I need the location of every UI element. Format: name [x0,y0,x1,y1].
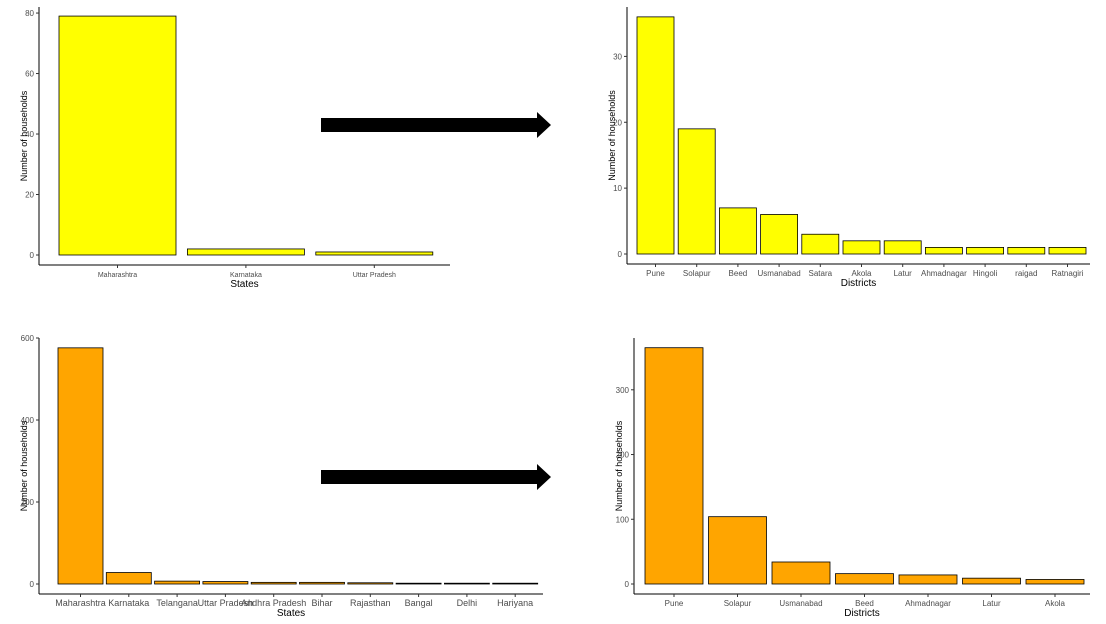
chart2-x-tick-label: Ratnagiri [1051,269,1083,278]
chart3-bar-rajasthan [347,582,394,585]
chart4-x-tick-label: Ahmadnagar [905,599,951,608]
chart2-y-tick-label: 20 [613,118,622,127]
chart1-x-tick-label: Uttar Pradesh [353,272,396,279]
chart4-x-tick-label: Latur [982,599,1001,608]
chart1-y-tick-label: 20 [25,191,34,200]
chart1-bar-maharashtra [58,15,177,256]
chart4-y-tick-label: 100 [616,515,630,524]
chart4-bar-latur [962,577,1021,585]
chart3-bar-andhra-pradesh [250,581,297,585]
chart2-y-tick-label: 30 [613,52,622,61]
chart3-x-tick-label: Telangana [156,598,198,608]
chart2-x-tick-label: Usmanabad [758,269,801,278]
chart2-x-tick-label: Hingoli [973,269,998,278]
chart1-bar-karnataka [186,248,305,256]
chart4-x-tick-label: Beed [855,599,874,608]
chart1-x-tick-label: Maharashtra [98,272,137,279]
chart1-y-tick-label: 80 [25,9,34,18]
chart2-bar-solapur [677,128,716,255]
chart3-bar-delhi [443,582,490,585]
chart3-x-tick-label: Bangal [405,598,433,608]
chart3-x-tick-label: Maharashtra [55,598,106,608]
chart4-x-tick-label: Solapur [724,599,752,608]
chart1-y-tick-label: 0 [30,251,35,260]
chart3-x-tick-label: Delhi [457,598,478,608]
chart3-bar-bangal [395,582,442,585]
chart3-x-tick-label: Karnataka [108,598,149,608]
chart4-bar-akola [1025,579,1085,585]
chart3-y-axis-title: Number of households [19,420,29,511]
chart2-bar-usmanabad [760,214,798,255]
chart2-bar-beed [719,207,757,255]
chart4-bar-ahmadnagar [898,574,958,585]
chart3-bar-karnataka [105,572,152,585]
chart2-bar-pune [636,16,675,255]
chart4-bar-usmanabad [771,561,831,585]
chart2-bar-raigad [1007,247,1046,255]
chart4-y-tick-label: 200 [616,451,630,460]
chart1-x-tick-label: Karnataka [230,272,262,279]
chart2-x-tick-label: raigad [1015,269,1037,278]
chart3-bar-telangana [154,580,201,585]
chart3-bar-maharashtra [57,347,104,585]
arrow-right-icon-top [321,112,551,138]
chart3-x-tick-label: Hariyana [497,598,533,608]
chart2-x-tick-label: Beed [729,269,748,278]
chart3-y-tick-label: 600 [21,334,35,343]
chart4-y-tick-label: 0 [625,580,630,589]
chart3-y-tick-label: 400 [21,416,35,425]
chart1-y-axis-title: Number of households [19,90,29,181]
chart3-x-axis-title: States [277,608,305,619]
chart2-x-tick-label: Ahmadnagar [921,269,967,278]
chart2-bar-latur [883,240,922,255]
chart3-x-tick-label: Rajasthan [350,598,391,608]
chart2-x-axis-title: Districts [841,278,877,289]
chart2-bar-ahmadnagar [925,247,963,255]
chart3-x-tick-label: Andhra Pradesh [241,598,306,608]
chart4-x-tick-label: Usmanabad [779,599,822,608]
chart3-bar-hariyana [492,582,539,585]
chart2-bar-akola [842,240,881,255]
chart4-bar-pune [644,347,704,585]
chart2-y-tick-label: 0 [618,250,623,259]
chart2-x-tick-label: Pune [646,269,665,278]
chart3-y-tick-label: 0 [30,580,35,589]
chart2-x-tick-label: Latur [894,269,913,278]
chart2-bar-satara [801,233,840,255]
chart4-x-axis-title: Districts [844,608,880,619]
chart3-bar-bihar [299,581,345,585]
chart2-y-axis-title: Number of households [607,90,617,181]
chart3-y-tick-label: 200 [21,498,35,507]
chart2-x-tick-label: Satara [809,269,833,278]
chart4-bar-beed [835,573,894,585]
chart4-y-axis-title: Number of households [614,420,624,511]
chart4-x-tick-label: Akola [1045,599,1066,608]
chart4-y-tick-label: 300 [616,386,630,395]
chart3-bar-uttar-pradesh [202,581,249,585]
chart1-y-tick-label: 60 [25,70,34,79]
chart3-x-tick-label: Uttar Pradesh [198,598,254,608]
chart1-bar-uttar-pradesh [315,251,434,256]
chart3-x-tick-label: Bihar [311,598,332,608]
chart2-x-tick-label: Solapur [683,269,711,278]
chart2-y-tick-label: 10 [613,184,622,193]
chart4-x-tick-label: Pune [665,599,684,608]
arrow-right-icon-bottom [321,464,551,490]
chart1-x-axis-title: States [230,279,258,290]
chart2-bar-hingoli [966,247,1004,255]
chart4-bar-solapur [708,516,767,585]
chart2-x-tick-label: Akola [851,269,872,278]
chart1-y-tick-label: 40 [25,130,34,139]
chart2-bar-ratnagiri [1048,247,1087,255]
